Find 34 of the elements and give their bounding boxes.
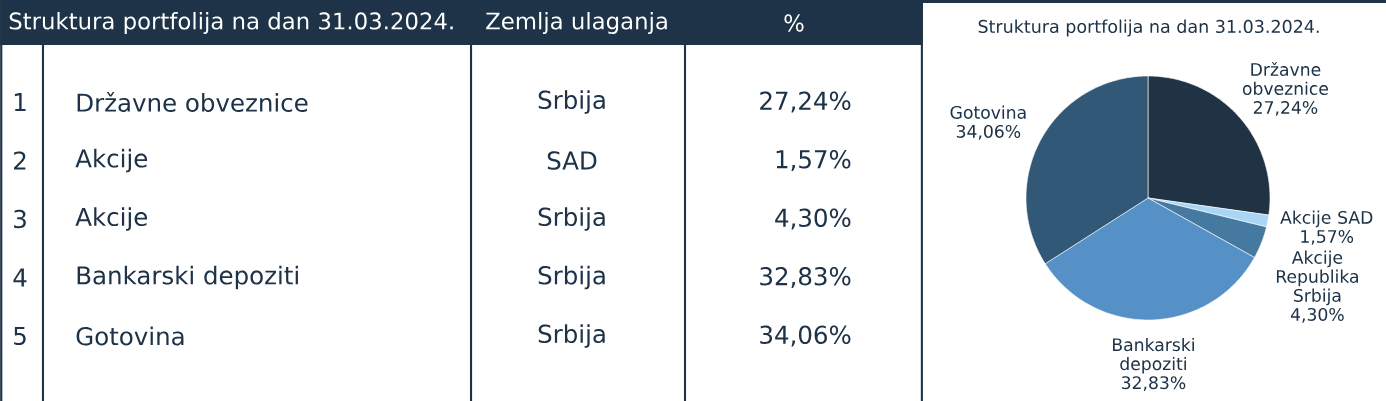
text: Srbija: [538, 90, 605, 114]
text: Bankarski depoziti: [77, 265, 298, 290]
text: Gotovina: [76, 326, 184, 346]
data-label: 4,30%: [1290, 307, 1344, 323]
text: 4,30%: [775, 208, 851, 230]
data-label: 32,83%: [1121, 376, 1186, 391]
text: 27,24%: [760, 91, 851, 113]
text: 5: [14, 326, 26, 346]
text: Akcije: [75, 148, 148, 173]
text: 4: [13, 268, 27, 287]
text: Zemlja ulaganja: [486, 11, 667, 35]
data-label: 34,06%: [956, 124, 1021, 140]
text: Državne obveznice: [77, 92, 308, 112]
text: 3: [14, 209, 26, 229]
slice-label: Akcije SAD: [1280, 210, 1373, 228]
data-label: 27,24%: [1253, 100, 1318, 116]
data-label: 1,57%: [1301, 229, 1354, 245]
text: 34,06%: [760, 325, 851, 347]
text: Srbija: [538, 207, 605, 231]
chart-title: Struktura portfolija na dan 31.03.2024.: [978, 19, 1319, 37]
text: Akcije: [75, 207, 148, 231]
text: 2: [14, 151, 26, 170]
text: SAD: [547, 151, 597, 170]
text: %: [784, 14, 804, 32]
text: Srbija: [538, 324, 605, 348]
text: Struktura portfolija na dan 31.03.2024.: [9, 11, 453, 35]
slice-label: Akcije Republika Srbija: [1276, 250, 1358, 306]
slice-label: Gotovina: [950, 105, 1026, 119]
slice-label: Državne obveznice: [1242, 61, 1328, 95]
slice-label: Bankarski depoziti: [1113, 337, 1194, 374]
text: 1,57%: [776, 149, 851, 172]
text: Srbija: [538, 265, 605, 290]
text: 1: [14, 93, 26, 111]
text: 32,83%: [760, 266, 851, 289]
